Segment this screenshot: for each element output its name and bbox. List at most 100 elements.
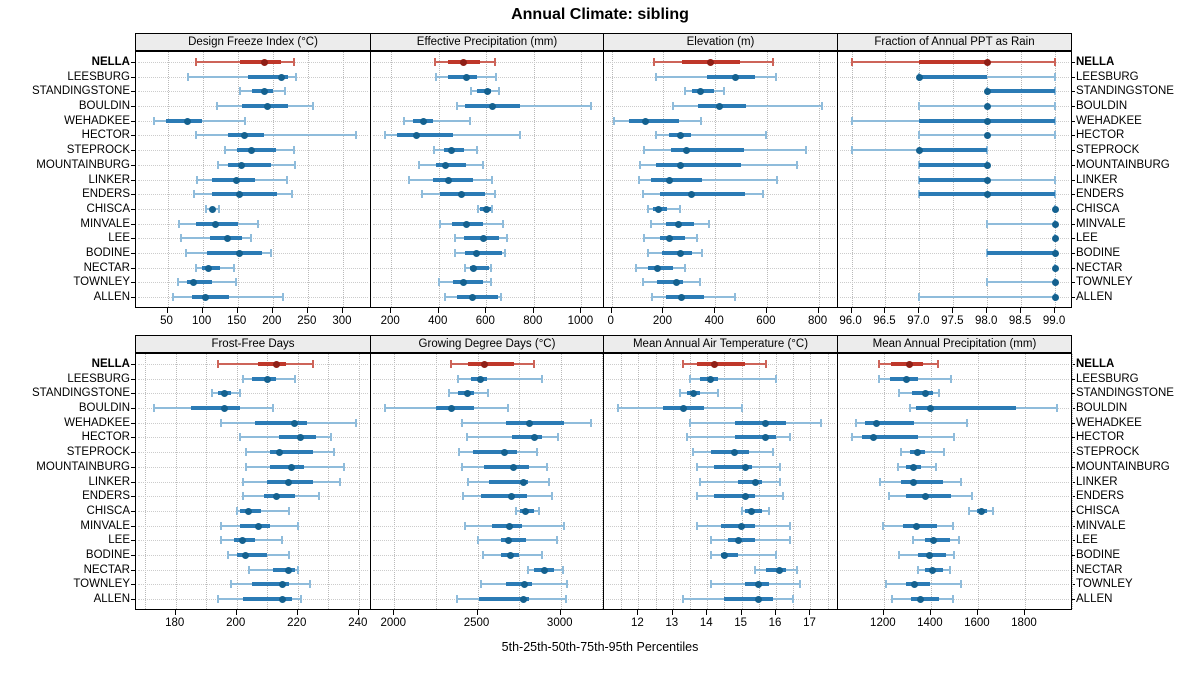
median-dot <box>526 419 534 427</box>
whisker-cap <box>775 374 778 383</box>
median-dot <box>915 73 923 81</box>
row-tick <box>131 584 135 586</box>
axis-tick <box>532 308 534 313</box>
whisker-cap <box>878 360 881 368</box>
whisker-cap <box>966 418 969 427</box>
median-dot <box>983 59 991 66</box>
station-label-left: HECTOR <box>81 129 130 142</box>
row-tick <box>1071 62 1075 63</box>
row-tick <box>131 422 135 424</box>
axis-tick-label: 400 <box>704 315 724 327</box>
whisker-cap <box>764 131 767 140</box>
row-tick <box>131 540 135 542</box>
whisker-cap <box>456 374 459 383</box>
station-label-right: BODINE <box>1076 548 1121 561</box>
whisker-cap <box>709 580 712 589</box>
station-label-right: LINKER <box>1076 475 1118 488</box>
whisker-cap <box>762 190 765 199</box>
page-title: Annual Climate: sibling <box>511 6 689 23</box>
row-tick <box>131 554 135 556</box>
whisker-cap <box>671 102 674 111</box>
panel-strip: Mean Annual Precipitation (mm) <box>837 335 1072 353</box>
whisker-cap <box>885 580 888 589</box>
whisker-cap <box>992 506 995 515</box>
whisker-cap <box>475 146 478 155</box>
box-25-75 <box>448 74 477 79</box>
station-label-right: HECTOR <box>1076 431 1125 444</box>
row-tick <box>131 106 135 108</box>
row-guide <box>840 208 1069 210</box>
whisker-cap <box>971 492 974 501</box>
row-tick <box>1071 223 1075 225</box>
axis-tick-label: 96.0 <box>839 315 862 327</box>
box-25-75 <box>714 494 756 499</box>
whisker-cap <box>699 116 702 125</box>
whisker-cap <box>238 433 241 442</box>
axis-tick-label: 240 <box>348 617 368 629</box>
axis-tick <box>918 308 920 313</box>
whisker-cap <box>226 550 229 559</box>
whisker-cap <box>550 492 553 501</box>
median-dot <box>462 220 470 228</box>
whisker-cap <box>682 360 685 368</box>
row-guide <box>138 393 368 395</box>
whisker-cap <box>564 595 567 603</box>
axis-tick <box>662 308 664 313</box>
whisker-cap <box>541 550 544 559</box>
median-dot <box>929 537 937 545</box>
row-guide <box>840 599 1069 600</box>
panel-strip: Design Freeze Index (°C) <box>135 33 371 51</box>
panel-effective-precipitation-mm- <box>370 51 604 308</box>
whisker-cap <box>330 433 333 442</box>
box-25-75 <box>655 162 742 167</box>
median-dot <box>238 161 246 169</box>
gridline <box>1072 354 1073 609</box>
whisker-cap <box>501 219 504 228</box>
whisker-cap <box>354 418 357 427</box>
axis-tick <box>437 308 439 313</box>
row-tick <box>131 62 135 63</box>
median-dot <box>697 88 705 96</box>
row-tick <box>1071 194 1075 196</box>
median-dot <box>448 405 456 413</box>
box-25-75 <box>473 450 518 455</box>
median-dot <box>927 405 935 413</box>
panel-elevation-m- <box>603 51 838 308</box>
row-tick <box>131 496 135 498</box>
box-25-75 <box>925 538 950 543</box>
box-25-75 <box>237 148 276 153</box>
box-25-75 <box>861 435 918 440</box>
median-dot <box>914 449 922 457</box>
row-tick <box>131 194 135 196</box>
station-label-left: STEPROCK <box>66 446 130 459</box>
whisker-cap <box>771 448 774 457</box>
whisker-cap <box>908 404 911 413</box>
whisker-cap <box>468 116 471 125</box>
whisker-cap <box>342 462 345 471</box>
row-guide <box>840 91 1069 93</box>
box-25-75 <box>484 464 530 469</box>
panel-fraction-of-annual-ppt-as-rain <box>837 51 1072 308</box>
whisker-cap <box>881 521 884 530</box>
axis-tick-label: 1000 <box>567 315 594 327</box>
panel-strip: Elevation (m) <box>603 33 838 51</box>
row-guide <box>840 223 1069 225</box>
median-dot <box>285 566 293 574</box>
axis-tick <box>393 610 395 615</box>
median-dot <box>469 264 477 272</box>
row-tick <box>1071 408 1075 410</box>
axis-tick <box>817 308 819 313</box>
whisker-cap <box>918 102 921 111</box>
axis-tick-label: 13 <box>665 617 679 629</box>
axis-tick <box>1023 610 1025 615</box>
axis-tick <box>580 308 582 313</box>
median-dot <box>519 596 527 603</box>
median-dot <box>909 463 917 471</box>
median-dot <box>710 361 718 368</box>
median-dot <box>983 103 991 111</box>
median-dot <box>505 522 513 530</box>
whisker-cap <box>233 263 236 272</box>
whisker-cap <box>788 433 791 442</box>
box-25-75 <box>432 177 474 182</box>
box-25-75 <box>710 450 749 455</box>
